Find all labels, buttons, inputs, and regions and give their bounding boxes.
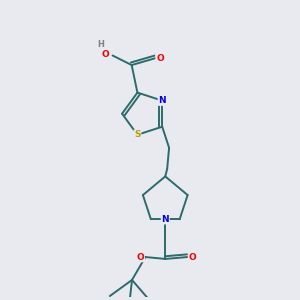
- Text: N: N: [161, 215, 169, 224]
- Text: O: O: [188, 253, 196, 262]
- Text: O: O: [102, 50, 110, 59]
- Text: O: O: [156, 54, 164, 63]
- Text: N: N: [158, 96, 166, 105]
- Text: O: O: [136, 253, 144, 262]
- Text: H: H: [97, 40, 104, 49]
- Text: S: S: [134, 130, 141, 139]
